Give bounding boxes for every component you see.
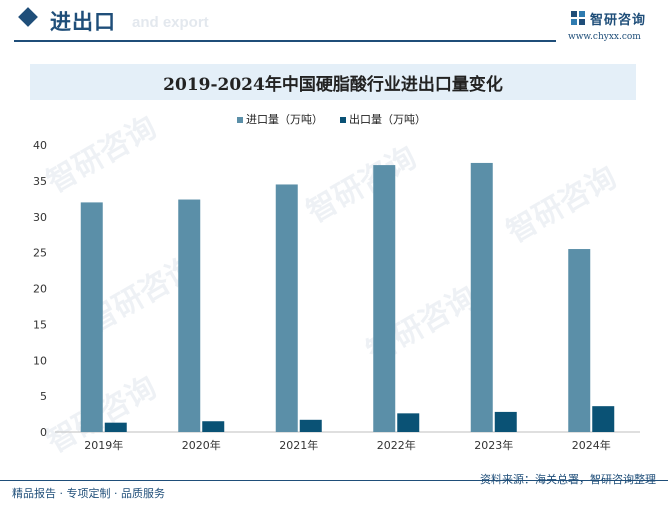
y-tick-label: 40 <box>33 139 47 152</box>
header-divider <box>14 40 556 42</box>
legend-swatch <box>237 117 243 123</box>
logo-icon <box>571 11 585 25</box>
y-tick-label: 30 <box>33 211 47 224</box>
legend-swatch <box>340 117 346 123</box>
source-note: 资料来源：海关总署，智研咨询整理 <box>480 473 656 486</box>
y-tick-label: 10 <box>33 354 47 367</box>
import-bar <box>178 199 201 432</box>
chart-title-band: 2019-2024年中国硬脂酸行业进出口量变化 <box>30 64 636 100</box>
y-tick-label: 15 <box>33 318 47 331</box>
import-bar <box>470 162 493 432</box>
export-bar <box>104 422 127 432</box>
import-bar <box>275 184 298 432</box>
logo-url: www.chyxx.com <box>568 32 641 42</box>
x-tick-label: 2021年 <box>279 438 318 452</box>
bar-chart: 进口量（万吨） 出口量（万吨） 0 5 10 15 20 25 30 35 40 2019年 2020年… <box>33 112 640 452</box>
footer-slogan: 精品报告 · 专项定制 · 品质服务 <box>12 487 165 500</box>
export-bar <box>592 406 615 432</box>
diamond-icon <box>18 7 38 27</box>
header: 进出口 and export 智研咨询 www.chyxx.com <box>0 0 668 48</box>
y-tick-label: 35 <box>33 175 47 188</box>
brand-logo: 智研咨询 www.chyxx.com <box>568 8 660 44</box>
legend-label: 进口量（万吨） <box>246 113 323 126</box>
import-bar <box>373 165 396 432</box>
y-tick-label: 5 <box>40 390 47 403</box>
page-title: 进出口 <box>50 10 116 34</box>
page-subtitle: and export <box>132 14 209 31</box>
footer-divider <box>0 480 668 481</box>
y-tick-label: 25 <box>33 247 47 260</box>
export-bar <box>299 419 322 432</box>
x-tick-label: 2022年 <box>377 438 416 452</box>
import-bar <box>80 202 103 432</box>
x-tick-label: 2020年 <box>182 438 221 452</box>
export-bar <box>397 413 420 432</box>
x-tick-label: 2023年 <box>474 438 513 452</box>
export-bar <box>494 411 517 432</box>
export-bar <box>202 421 225 432</box>
y-tick-label: 20 <box>33 283 47 296</box>
legend-label: 出口量（万吨） <box>349 112 426 126</box>
x-tick-label: 2019年 <box>84 438 123 452</box>
import-bar <box>568 249 591 432</box>
chart-title: 2019-2024年中国硬脂酸行业进出口量变化 <box>163 74 503 95</box>
x-tick-label: 2024年 <box>572 438 611 452</box>
logo-name: 智研咨询 <box>590 13 647 28</box>
y-tick-label: 0 <box>40 426 47 439</box>
